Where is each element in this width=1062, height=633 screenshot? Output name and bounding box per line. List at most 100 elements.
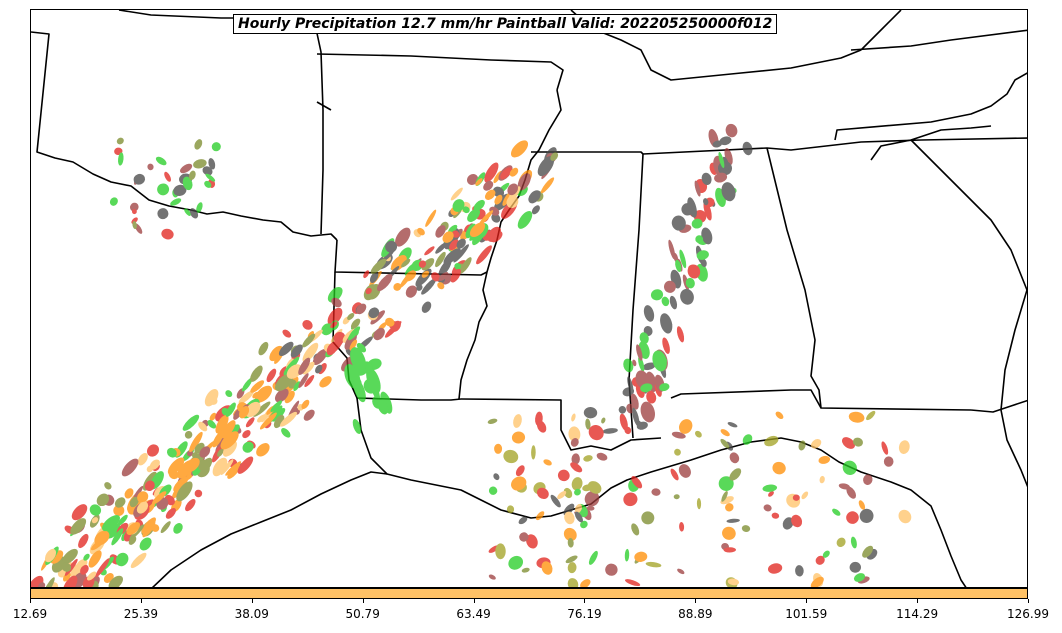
paintball-blob [327, 286, 343, 303]
paintball-blob [405, 285, 418, 298]
paintball-blob [541, 561, 553, 575]
paintball-blob [543, 459, 552, 466]
paintball-blob [198, 421, 208, 432]
paintball-blob [116, 137, 124, 145]
paintball-blob [537, 487, 549, 500]
paintball-blob [167, 457, 185, 475]
paintball-blob [503, 449, 519, 464]
paintball-blob [695, 235, 704, 244]
paintball-blob [283, 356, 300, 376]
paintball-blob [509, 167, 519, 177]
paintball-blob [363, 270, 370, 279]
paintball-blob [491, 213, 501, 223]
paintball-blob [443, 248, 461, 265]
paintball-blob [161, 228, 174, 240]
paintball-blob [269, 345, 284, 362]
paintball-blob [726, 518, 740, 523]
paintball-blob [256, 443, 270, 457]
paintball-blob [720, 429, 730, 437]
paintball-blob [587, 481, 602, 494]
paintball-blob [764, 435, 779, 447]
paintball-blob [846, 486, 856, 499]
paintball-blob [557, 469, 570, 482]
paintball-blob [767, 563, 783, 574]
paintball-blob [588, 550, 598, 565]
paintball-blob [44, 548, 57, 563]
paintball-blob [290, 344, 303, 358]
paintball-blob [700, 258, 707, 268]
paintball-blob [631, 523, 640, 536]
paintball-blob [194, 139, 203, 150]
paintball-blob [319, 376, 332, 388]
paintball-blob [239, 406, 250, 419]
paintball-blob [798, 440, 806, 451]
paintball-blob [721, 491, 728, 502]
paintball-blob [580, 520, 588, 529]
paintball-blob [366, 367, 381, 394]
paintball-blob [632, 407, 640, 427]
paintball-blob [207, 420, 217, 429]
paintball-blob [675, 259, 682, 273]
colorbar-tick-mark [1028, 599, 1029, 603]
paintball-blob [679, 419, 693, 434]
colorbar-tick-mark [251, 599, 253, 603]
paintball-blob [651, 488, 661, 496]
paintball-blob [858, 500, 866, 510]
paintball-blob [266, 368, 277, 383]
paintball-blob [327, 307, 343, 326]
paintball-blob [365, 287, 372, 295]
paintball-blob [883, 456, 894, 467]
paintball-blob [142, 520, 156, 538]
paintball-blob [273, 414, 285, 429]
paintball-blob [117, 514, 128, 526]
paintball-blob [108, 575, 124, 587]
paintball-blob [303, 409, 315, 421]
paintball-blob [391, 255, 407, 272]
colorbar-tick-label: 126.99 [1007, 607, 1049, 621]
paintball-blob [563, 487, 573, 499]
paintball-blob [349, 339, 358, 351]
paintball-blob [623, 358, 634, 373]
paintball-blob [850, 536, 857, 549]
paintball-blob [500, 167, 512, 180]
paintball-blob [640, 401, 656, 423]
paintball-blob [298, 357, 311, 375]
paintball-blob [302, 342, 319, 363]
paintball-blob [771, 512, 780, 519]
paintball-blob [170, 198, 182, 206]
paintball-blob [557, 490, 567, 500]
paintball-blob [373, 327, 385, 341]
paintball-blob [662, 337, 670, 354]
paintball-blob [331, 297, 342, 308]
paintball-blob [449, 239, 459, 251]
paintball-blob [646, 390, 657, 404]
paintball-blob [126, 521, 141, 536]
paintball-blob [729, 452, 740, 464]
paintball-blob [632, 359, 637, 367]
paintball-blob [519, 532, 529, 542]
paintball-blob [124, 488, 134, 499]
paintball-blob [377, 274, 393, 292]
paintball-blob [133, 173, 146, 185]
paintball-blob [151, 524, 160, 532]
paintball-blob [144, 480, 155, 492]
paintball-blob [493, 473, 500, 481]
paintball-blob [83, 553, 90, 561]
paintball-blob [571, 453, 580, 465]
paintball-blob [720, 496, 734, 505]
paintball-blob [182, 176, 193, 191]
paintball-blob [618, 406, 627, 414]
paintball-blob [563, 527, 577, 542]
paintball-blob [128, 536, 137, 545]
paintball-blob [237, 456, 254, 474]
paintball-blob [215, 415, 229, 434]
paintball-blob [741, 525, 751, 533]
paintball-blob [786, 493, 801, 508]
paintball-blob [368, 307, 380, 319]
paintball-blob [62, 548, 78, 564]
paintball-blob [473, 199, 485, 212]
paintball-blob [564, 511, 575, 525]
paintball-blob [574, 488, 581, 496]
paintball-blob [130, 552, 147, 569]
paintball-blob [78, 533, 89, 549]
